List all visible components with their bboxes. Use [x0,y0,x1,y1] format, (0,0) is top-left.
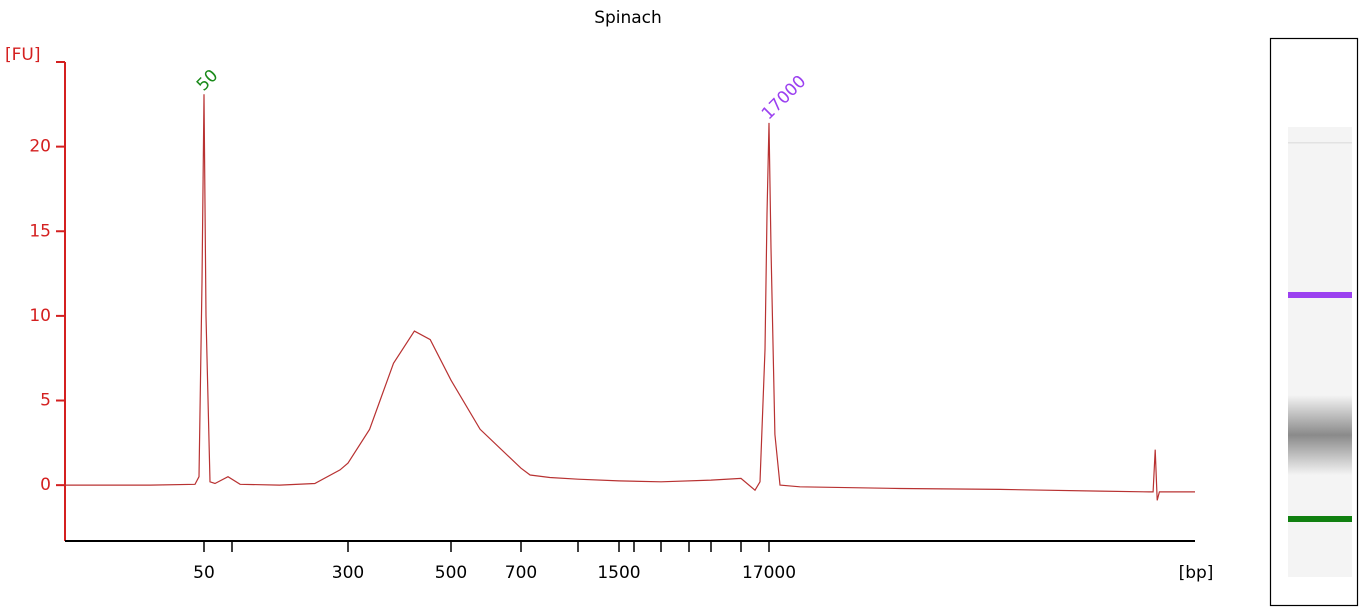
y-tick-label: 5 [40,391,51,411]
gel-background [1288,127,1352,577]
gel-smear [1288,395,1352,475]
gel-faint-band [1288,142,1352,144]
x-axis-label: [bp] [1179,563,1214,583]
x-tick-label: 50 [193,563,215,583]
x-tick-label: 1500 [597,563,640,583]
x-tick-label: 700 [505,563,537,583]
gel-upper-marker [1288,292,1352,298]
y-tick-label: 10 [29,306,51,326]
x-tick-label: 300 [332,563,364,583]
peak-label: 50 [193,66,222,95]
y-tick-label: 0 [40,475,51,495]
y-axis-label: [FU] [5,45,41,65]
chart-title: Spinach [594,8,662,28]
gel-lane [1269,37,1359,607]
y-tick-label: 20 [29,137,51,157]
x-tick-label: 500 [435,563,467,583]
y-tick-label: 15 [29,221,51,241]
peak-label: 17000 [758,72,810,124]
x-tick-label: 17000 [742,563,796,583]
gel-lower-marker [1288,516,1352,522]
trace-line [65,94,1195,501]
